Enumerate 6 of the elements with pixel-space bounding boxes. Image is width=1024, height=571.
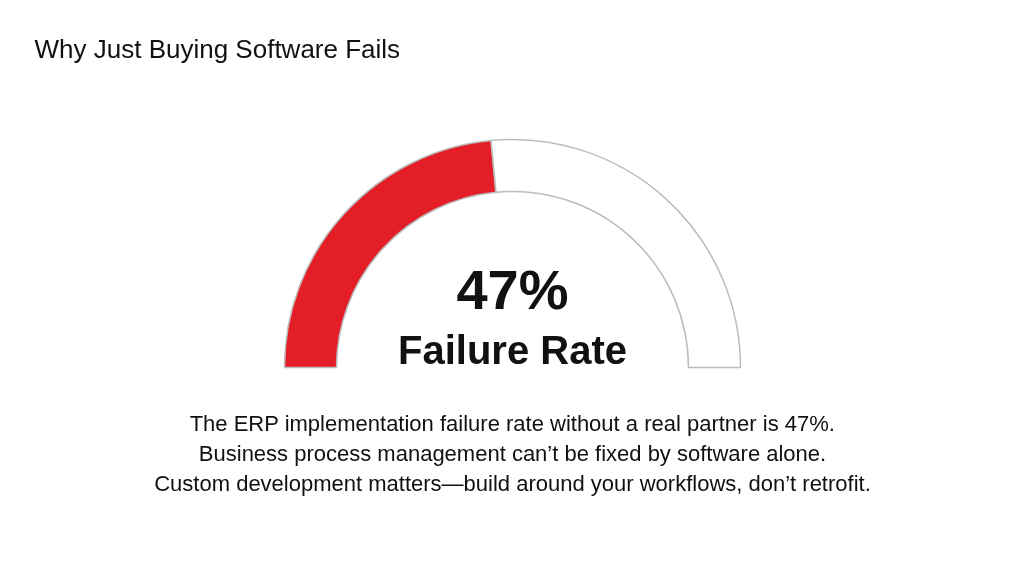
text: The ERP implementation failure rate without a real partner is 47%. [189, 411, 835, 436]
data-label: 47% [456, 258, 569, 321]
text: Failure Rate [398, 327, 627, 372]
text: Custom development matters—build around your workflows, don’t retrofit. [154, 471, 871, 496]
chart-title: Why Just Buying Software Fails [34, 33, 401, 64]
text: Business process management can’t be fixed by software alone. [198, 441, 827, 466]
